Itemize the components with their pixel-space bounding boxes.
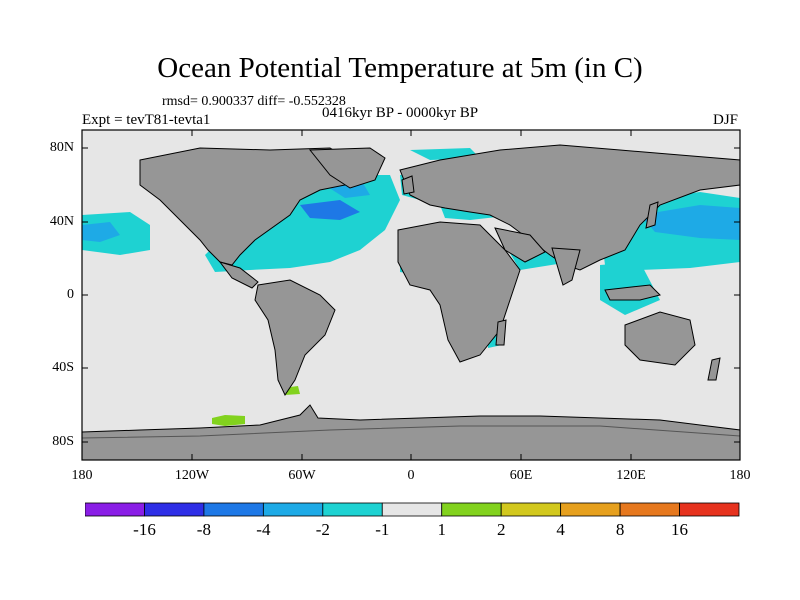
- land-central-america: [218, 261, 259, 289]
- colorbar-label: -1: [375, 520, 390, 539]
- land-antarctic-ice-edge: [81, 425, 741, 439]
- colorbar-bin: [619, 502, 680, 517]
- colorbar-bin: [560, 502, 621, 517]
- land-eurasia: [399, 144, 741, 271]
- colorbar-label: -8: [196, 520, 211, 539]
- y-tick-label: 80N: [49, 140, 74, 155]
- colorbar-label: 2: [496, 520, 506, 539]
- colorbar-label: 8: [615, 520, 625, 539]
- land-north-america: [139, 147, 351, 266]
- colorbar-bin: [441, 502, 502, 517]
- colorbar-bin: [679, 502, 740, 517]
- colorbar-bin: [381, 502, 443, 517]
- land-india: [551, 247, 581, 286]
- tick-marks: [82, 130, 740, 460]
- experiment-label: Expt = tevT81-tevta1: [82, 112, 211, 128]
- land-australia: [624, 311, 696, 366]
- y-tick-label: 40N: [49, 214, 74, 229]
- land-new-zealand: [707, 357, 721, 381]
- map-title: Ocean Potential Temperature at 5m (in C): [157, 52, 643, 84]
- colorbar-bin: [144, 502, 205, 517]
- colorbar-label: 4: [556, 520, 565, 539]
- colorbar-label: -4: [256, 520, 271, 539]
- colorbar-bin: [500, 502, 562, 517]
- land-indonesia: [604, 284, 661, 301]
- colorbar-label: -16: [133, 520, 156, 539]
- y-tick-label: 0: [67, 287, 74, 302]
- anomaly-gulf-stream: [300, 200, 360, 220]
- anomaly-north-pacific-west-core: [82, 222, 120, 242]
- x-tick-label: 180: [71, 468, 93, 483]
- colorbar-bin: [262, 502, 324, 517]
- anomaly-north-atlantic: [205, 175, 400, 272]
- colorbar-bin: [322, 502, 383, 517]
- colorbar-label: -2: [315, 520, 330, 539]
- colorbar-label: 1: [437, 520, 446, 539]
- land-south-america: [254, 279, 336, 397]
- colorbar-label: 16: [671, 520, 688, 539]
- land-uk: [401, 175, 415, 195]
- x-tick-label: 60E: [509, 468, 533, 483]
- land-masses: [81, 144, 741, 461]
- colorbar: [85, 502, 740, 517]
- period-label: 0416kyr BP - 0000kyr BP: [322, 105, 479, 121]
- x-tick-label: 0: [407, 468, 415, 483]
- colorbar-bin: [85, 502, 145, 517]
- y-tick-label: 80S: [52, 434, 74, 449]
- anomaly-kuroshio: [640, 205, 740, 240]
- rmsd-diff-stats: rmsd= 0.900337 diff= -0.552328: [162, 94, 346, 109]
- anomaly-weddell-warm: [212, 415, 245, 426]
- land-greenland: [308, 147, 386, 189]
- land-africa: [397, 221, 521, 363]
- season-label: DJF: [712, 112, 738, 128]
- land-japan: [645, 201, 659, 229]
- land-madagascar: [495, 319, 507, 346]
- colorbar-bin: [203, 502, 264, 517]
- x-tick-label: 120W: [174, 468, 210, 483]
- y-tick-label: 40S: [52, 360, 74, 375]
- land-arabia: [494, 227, 546, 263]
- x-tick-label: 120E: [616, 468, 646, 483]
- x-tick-label: 180: [729, 468, 751, 483]
- x-tick-label: 60W: [288, 468, 316, 483]
